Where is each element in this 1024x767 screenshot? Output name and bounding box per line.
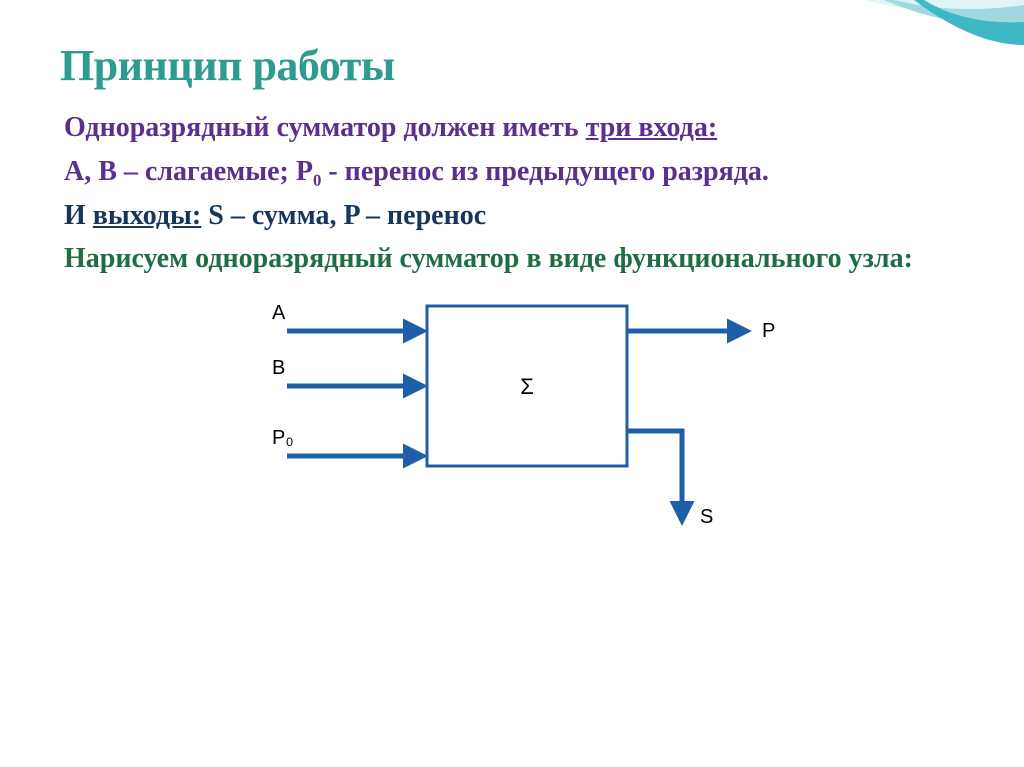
line1-pre: Одноразрядный сумматор должен иметь [64, 112, 586, 143]
line3-underline: выходы: [93, 200, 201, 231]
line-diagram-intro: Нарисуем одноразрядный сумматор в виде ф… [64, 240, 964, 278]
line3-post: S – сумма, P – перенос [201, 200, 486, 231]
svg-text:A: A [272, 302, 286, 324]
line3-pre: И [64, 200, 93, 231]
slide-content: Принцип работы Одноразрядный сумматор до… [0, 0, 1024, 566]
line-outputs: И выходы: S – сумма, P – перенос [64, 197, 964, 235]
svg-text:Σ: Σ [520, 374, 534, 399]
body-text: Одноразрядный сумматор должен иметь три … [60, 109, 964, 278]
svg-text:P₀: P₀ [272, 427, 294, 449]
svg-text:B: B [272, 357, 285, 379]
svg-text:P: P [762, 320, 775, 342]
line-inputs-detail: A, B – слагаемые; P₀ - перенос из предыд… [64, 153, 964, 191]
line-inputs-intro: Одноразрядный сумматор должен иметь три … [64, 109, 964, 147]
line1-underline: три входа: [586, 112, 718, 143]
svg-text:S: S [700, 506, 713, 528]
page-title: Принцип работы [60, 40, 964, 91]
adder-block-diagram: Σ A B P₀ P S [60, 296, 964, 546]
